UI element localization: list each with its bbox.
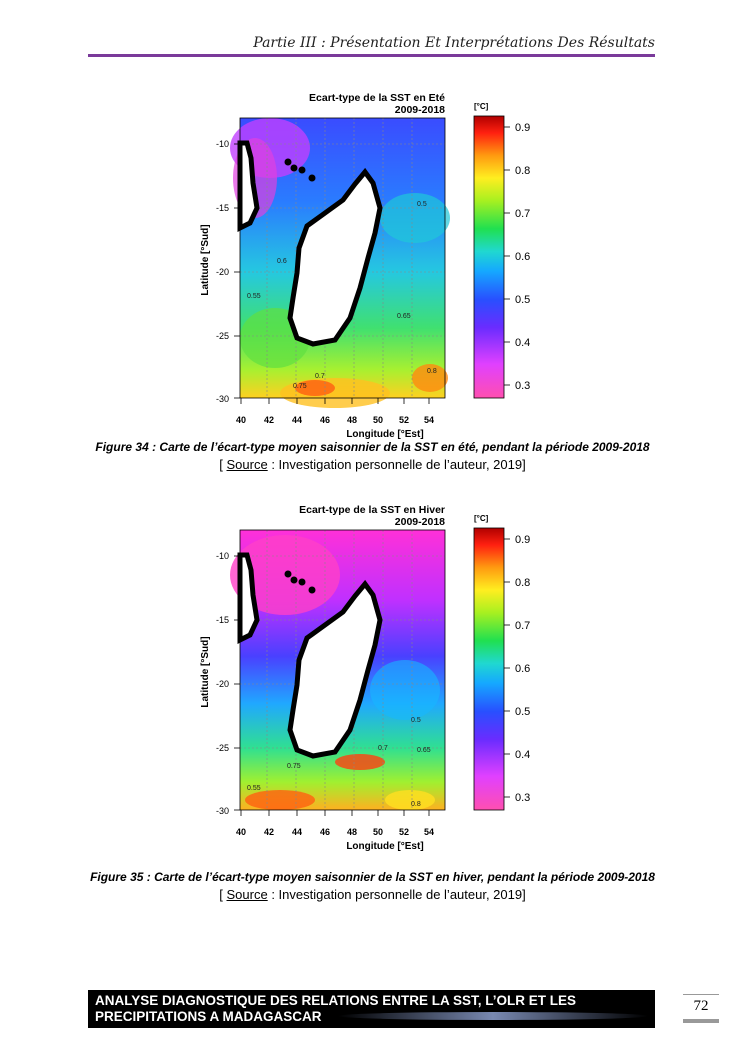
- sst-field: 0.5 0.55 0.65 0.7 0.75 0.8: [230, 529, 446, 811]
- y-tick-label: -25: [216, 331, 229, 341]
- source-word: Source: [226, 887, 268, 902]
- page-number-rule: [683, 1019, 719, 1023]
- contour-label: 0.55: [247, 785, 261, 792]
- header-rule: [88, 54, 655, 57]
- x-tick-label: 50: [373, 827, 383, 837]
- colorbar-tick: 0.5: [515, 294, 530, 306]
- x-tick-label: 40: [236, 827, 246, 837]
- plot-title: Ecart-type de la SST en Eté: [309, 92, 445, 104]
- colorbar-tick: 0.8: [515, 165, 530, 177]
- footer-text: ANALYSE DIAGNOSTIQUE DES RELATIONS ENTRE…: [95, 993, 650, 1025]
- x-tick-label: 44: [292, 827, 302, 837]
- sst-field: 0.5 0.55 0.6 0.65 0.7 0.75 0.8: [230, 117, 450, 408]
- contour-label: 0.5: [417, 201, 427, 208]
- x-tick-label: 42: [264, 415, 274, 425]
- y-axis-label: Latitude [°Sud]: [200, 224, 211, 295]
- contour-label: 0.55: [247, 293, 261, 300]
- caption-title: Figure 35 : Carte de l’écart-type moyen …: [90, 870, 655, 884]
- x-axis-label: Longitude [°Est]: [346, 841, 423, 852]
- sst-map-winter: Ecart-type de la SST en Hiver 2009-2018 …: [200, 504, 530, 852]
- contour-label: 0.65: [417, 747, 431, 754]
- y-tick-label: -15: [216, 203, 229, 213]
- colorbar-tick: 0.4: [515, 337, 530, 349]
- source-prefix: [: [219, 457, 227, 472]
- contour-label: 0.5: [411, 717, 421, 724]
- sst-map-summer: Ecart-type de la SST en Eté 2009-2018 0.…: [200, 92, 530, 440]
- page-number: 72: [683, 994, 719, 1015]
- x-tick-label: 54: [424, 827, 434, 837]
- x-tick-label: 48: [347, 415, 357, 425]
- contour-label: 0.8: [427, 368, 437, 375]
- plot-title: Ecart-type de la SST en Hiver: [299, 504, 445, 516]
- contour-label: 0.65: [397, 313, 411, 320]
- colorbar-tick: 0.8: [515, 577, 530, 589]
- footer-banner: ANALYSE DIAGNOSTIQUE DES RELATIONS ENTRE…: [88, 990, 655, 1028]
- caption-source: [ Source : Investigation personnelle de …: [60, 457, 685, 472]
- colorbar-tick: 0.3: [515, 380, 530, 392]
- footer-line-1: ANALYSE DIAGNOSTIQUE DES RELATIONS ENTRE…: [95, 993, 577, 1008]
- plot-subtitle: 2009-2018: [395, 516, 445, 528]
- colorbar-tick: 0.6: [515, 251, 530, 263]
- y-tick-label: -20: [216, 267, 229, 277]
- colorbar-tick: 0.7: [515, 208, 530, 220]
- colorbar-tick: 0.5: [515, 706, 530, 718]
- footer-line-2: PRECIPITATIONS A MADAGASCAR: [95, 1009, 322, 1024]
- source-word: Source: [226, 457, 268, 472]
- colorbar: [473, 527, 505, 811]
- colorbar-unit: [°C]: [474, 102, 489, 111]
- source-rest: : Investigation personnelle de l’auteur,…: [267, 457, 526, 472]
- contour-label: 0.7: [315, 373, 325, 380]
- contour-label: 0.7: [378, 745, 388, 752]
- colorbar-tick: 0.4: [515, 749, 530, 761]
- x-tick-label: 46: [320, 827, 330, 837]
- y-tick-label: -25: [216, 743, 229, 753]
- x-tick-label: 44: [292, 415, 302, 425]
- y-tick-label: -30: [216, 806, 229, 816]
- figure-caption: Figure 34 : Carte de l’écart-type moyen …: [60, 440, 685, 472]
- y-tick-label: -10: [216, 139, 229, 149]
- contour-label: 0.75: [287, 763, 301, 770]
- caption-title: Figure 34 : Carte de l’écart-type moyen …: [95, 440, 650, 454]
- contour-label: 0.6: [277, 258, 287, 265]
- colorbar: [473, 115, 505, 399]
- running-header: Partie III : Présentation Et Interprétat…: [253, 35, 655, 51]
- y-tick-label: -10: [216, 551, 229, 561]
- contour-label: 0.75: [293, 383, 307, 390]
- colorbar-tick: 0.9: [515, 122, 530, 134]
- colorbar-tick: 0.9: [515, 534, 530, 546]
- y-tick-label: -30: [216, 394, 229, 404]
- footer-swoosh: [338, 1012, 648, 1020]
- colorbar-unit: [°C]: [474, 514, 489, 523]
- caption-source: [ Source : Investigation personnelle de …: [60, 887, 685, 902]
- x-tick-label: 46: [320, 415, 330, 425]
- colorbar-tick: 0.6: [515, 663, 530, 675]
- y-tick-label: -15: [216, 615, 229, 625]
- source-prefix: [: [219, 887, 227, 902]
- x-tick-label: 40: [236, 415, 246, 425]
- colorbar-tick: 0.7: [515, 620, 530, 632]
- plot-subtitle: 2009-2018: [395, 104, 445, 116]
- y-axis-label: Latitude [°Sud]: [200, 636, 211, 707]
- source-rest: : Investigation personnelle de l’auteur,…: [267, 887, 526, 902]
- colorbar-tick: 0.3: [515, 792, 530, 804]
- x-tick-label: 52: [399, 827, 409, 837]
- y-tick-label: -20: [216, 679, 229, 689]
- x-tick-label: 54: [424, 415, 434, 425]
- x-tick-label: 50: [373, 415, 383, 425]
- x-tick-label: 48: [347, 827, 357, 837]
- x-axis-label: Longitude [°Est]: [346, 429, 423, 440]
- figure-caption: Figure 35 : Carte de l’écart-type moyen …: [60, 870, 685, 902]
- contour-label: 0.8: [411, 801, 421, 808]
- x-tick-label: 52: [399, 415, 409, 425]
- x-tick-label: 42: [264, 827, 274, 837]
